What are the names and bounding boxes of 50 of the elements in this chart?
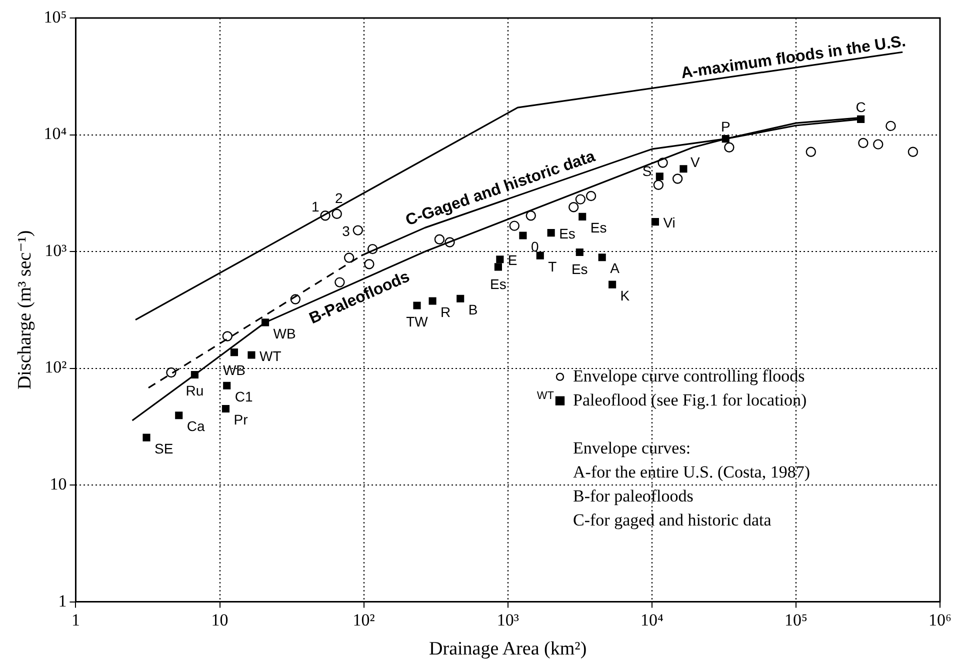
annotation: 2 — [334, 190, 343, 206]
annotation: SE — [154, 440, 174, 456]
y-tick-label: 10³ — [44, 240, 67, 260]
annotation: V — [690, 154, 700, 170]
y-axis-title: Discharge (m³ sec⁻¹) — [14, 230, 36, 390]
annotation: B — [468, 301, 478, 318]
annotation: Ru — [186, 382, 204, 399]
annotation: K — [620, 287, 630, 304]
legend-label: Paleoflood (see Fig.1 for location) — [573, 390, 807, 410]
annotation: B-for paleofloods — [573, 486, 694, 506]
annotation: C-for gaged and historic data — [573, 510, 772, 530]
x-tick-label: 10⁶ — [928, 610, 952, 630]
y-tick-label: 10⁵ — [44, 7, 67, 26]
annotation: WB — [222, 362, 246, 378]
x-axis-title: Drainage Area (km²) — [429, 638, 587, 660]
annotation: 3 — [342, 223, 350, 240]
annotation: 0 — [530, 238, 539, 254]
annotation: Es — [490, 276, 506, 292]
annotation: Vi — [663, 214, 676, 231]
annotation: Envelope curves: — [573, 438, 691, 458]
annotation: WT — [536, 390, 554, 402]
annotation: R — [440, 304, 451, 320]
text: A-maximum floods in the U.S. — [680, 33, 907, 82]
annotation: A-for the entire U.S. (Costa, 1987) — [573, 462, 810, 482]
annotation: Pr — [234, 412, 248, 428]
annotation: WB — [273, 325, 296, 342]
annotation: Es — [571, 261, 588, 278]
x-tick-label: 10² — [352, 610, 375, 630]
annotation: WT — [259, 348, 282, 364]
legend-label: Envelope curve controlling floods — [573, 366, 805, 386]
x-tick-label: 10 — [211, 610, 228, 630]
annotation: Es — [559, 226, 576, 242]
annotation: S — [642, 163, 652, 180]
annotation: C1 — [234, 388, 253, 405]
annotation: Es — [590, 220, 607, 236]
annotation: C — [856, 99, 866, 116]
annotation: 1 — [311, 198, 320, 214]
annotation: T — [548, 258, 558, 274]
annotation: A — [610, 260, 620, 276]
y-tick-label: 10 — [50, 474, 67, 494]
x-tick-label: 10⁵ — [784, 610, 808, 630]
annotation: E — [508, 252, 518, 268]
x-tick-label: 1 — [71, 610, 80, 630]
y-tick-label: 1 — [58, 591, 67, 610]
y-tick-label: 10⁴ — [44, 124, 67, 144]
annotation: P — [720, 118, 730, 135]
annotation: Ca — [186, 418, 205, 434]
x-tick-label: 10³ — [496, 610, 519, 630]
y-tick-label: 10² — [44, 358, 67, 377]
x-tick-label: 10⁴ — [640, 610, 664, 630]
